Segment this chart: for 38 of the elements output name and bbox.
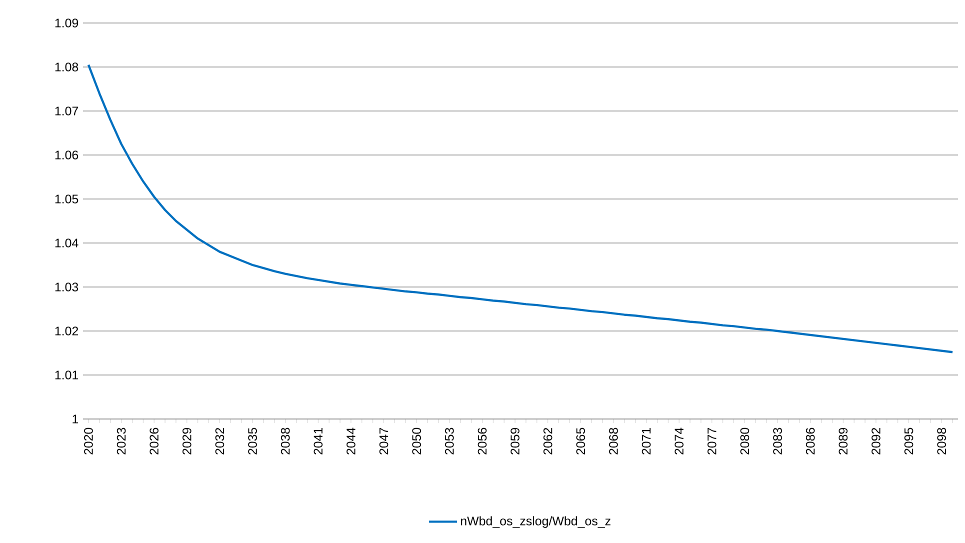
y-tick-label: 1.09 [55,18,78,28]
x-tick-label: 2059 [510,428,520,454]
x-tick-label: 2041 [314,428,323,454]
x-tick-label: 2068 [609,428,618,454]
x-tick-label: 2089 [838,428,848,454]
x-tick-label: 2050 [412,428,422,454]
x-tick-label: 2062 [543,428,552,454]
x-tick-label: 2074 [674,428,684,454]
x-tick-label: 2080 [740,428,750,454]
y-tick-label: 1.01 [55,370,78,380]
y-tick-label: 1.07 [55,106,78,116]
y-tick-label: 1.08 [55,62,78,72]
legend-label: nWbd_os_zslog/Wbd_os_z [460,516,610,528]
x-tick-label: 2083 [773,428,782,454]
y-tick-label: 1.03 [55,282,78,292]
x-tick-label: 2047 [379,428,388,454]
x-tick-label: 2044 [346,428,356,454]
x-tick-label: 2098 [937,428,946,454]
x-tick-label: 2035 [248,428,257,454]
x-tick-label: 2077 [708,428,716,454]
x-tick-label: 2029 [182,428,192,454]
x-tick-label: 2020 [84,428,93,454]
x-tick-label: 2071 [642,428,651,454]
x-tick-label: 2038 [280,428,290,454]
y-tick-label: 1.06 [55,150,78,160]
x-tick-label: 2065 [576,428,586,454]
x-tick-label: 2086 [806,428,815,454]
x-tick-label: 2026 [150,428,159,454]
x-tick-label: 2056 [478,428,487,454]
y-tick-label: 1.02 [55,326,78,336]
x-tick-label: 2032 [215,428,224,454]
y-tick-label: 1.04 [55,238,78,248]
x-tick-label: 2053 [445,428,454,454]
x-tick-label: 2023 [116,428,126,454]
x-tick-label: 2092 [872,428,880,454]
x-tick-label: 2095 [904,428,914,454]
y-tick-label: 1 [72,414,78,424]
y-tick-label: 1.05 [55,194,78,204]
